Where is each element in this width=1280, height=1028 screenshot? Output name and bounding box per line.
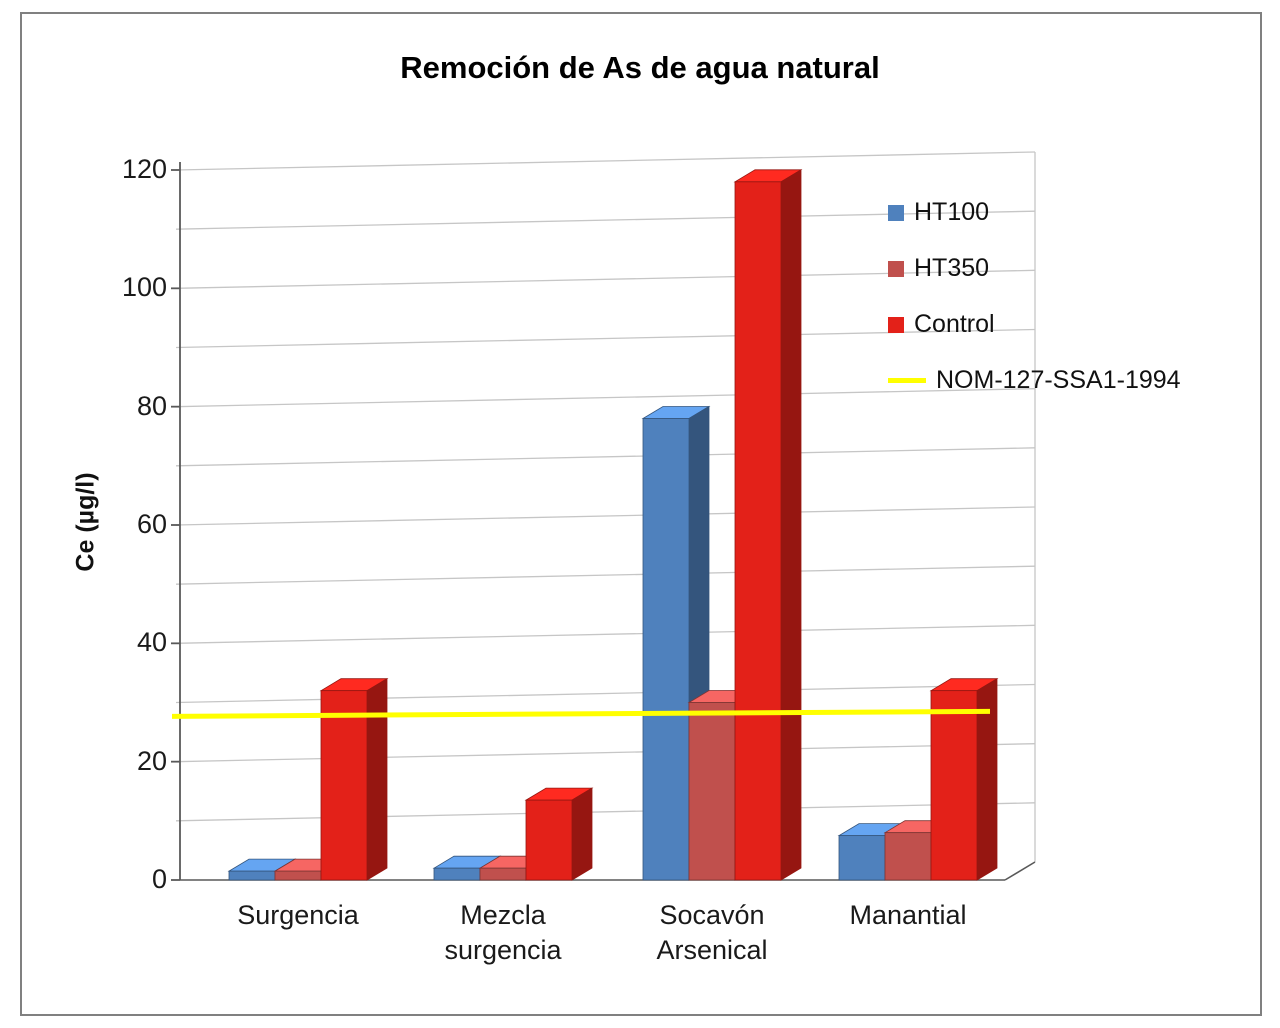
gridline bbox=[175, 802, 1036, 822]
gridline bbox=[175, 328, 1036, 349]
chart-legend: HT100 HT350 Control NOM-127-SSA1-1994 bbox=[888, 198, 1181, 395]
bar-Control-1 bbox=[525, 799, 573, 881]
bar-HT350-0 bbox=[274, 870, 322, 881]
bar-side-Control-0 bbox=[366, 677, 388, 881]
bar-side-Control-1 bbox=[571, 787, 593, 881]
floor-right-edge bbox=[1004, 861, 1036, 881]
bar-HT100-3 bbox=[838, 835, 886, 881]
legend-item-reference-line: NOM-127-SSA1-1994 bbox=[888, 366, 1181, 395]
bar-HT100-1 bbox=[433, 867, 481, 881]
chart-title: Remoción de As de agua natural bbox=[400, 50, 880, 85]
legend-line-icon bbox=[888, 378, 926, 383]
bar-Control-2 bbox=[734, 181, 782, 881]
category-label: Socavón Arsenical bbox=[656, 900, 768, 966]
y-tick-label: 20 bbox=[136, 745, 167, 776]
legend-item: Control bbox=[888, 310, 1181, 339]
legend-label: Control bbox=[914, 310, 995, 338]
legend-label: NOM-127-SSA1-1994 bbox=[936, 366, 1181, 394]
y-tick-label: 60 bbox=[136, 509, 167, 539]
bar-HT100-0 bbox=[228, 870, 276, 881]
category-label: Surgencia bbox=[237, 900, 359, 930]
bar-Control-0 bbox=[320, 690, 368, 881]
y-tick-label: 0 bbox=[151, 864, 167, 894]
gridline bbox=[175, 624, 1036, 644]
bar-HT350-1 bbox=[479, 867, 527, 881]
legend-label: HT350 bbox=[914, 254, 990, 282]
y-tick-label: 120 bbox=[121, 154, 167, 184]
bar-HT100-2 bbox=[642, 418, 690, 881]
bar-HT350-2 bbox=[688, 702, 736, 881]
gridline bbox=[175, 683, 1036, 704]
category-label: Mezcla surgencia bbox=[444, 900, 562, 966]
legend-label: HT100 bbox=[914, 198, 990, 226]
category-label: Manantial bbox=[849, 900, 967, 930]
bar-HT350-3 bbox=[884, 832, 932, 881]
gridline bbox=[175, 565, 1036, 585]
legend-item: HT350 bbox=[888, 254, 1181, 283]
legend-swatch-icon bbox=[888, 260, 904, 277]
y-tick-label: 100 bbox=[121, 272, 167, 303]
legend-item: HT100 bbox=[888, 198, 1181, 227]
legend-swatch-icon bbox=[888, 316, 904, 333]
chart-outer-frame bbox=[20, 12, 1262, 1016]
gridline bbox=[175, 151, 1036, 171]
gridline bbox=[175, 506, 1036, 526]
legend-swatch-icon bbox=[888, 204, 904, 221]
gridline bbox=[175, 388, 1036, 408]
y-tick-label: 40 bbox=[136, 627, 167, 658]
reference-line bbox=[171, 708, 991, 719]
gridline bbox=[175, 743, 1036, 763]
gridline bbox=[175, 447, 1036, 467]
bar-Control-3 bbox=[930, 690, 978, 881]
bar-side-Control-2 bbox=[780, 169, 802, 881]
y-tick-label: 80 bbox=[136, 390, 167, 421]
